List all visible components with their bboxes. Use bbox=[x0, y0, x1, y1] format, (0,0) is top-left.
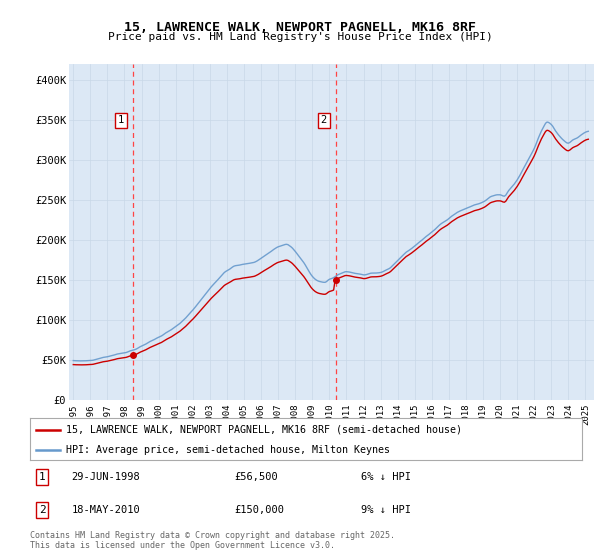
Text: 9% ↓ HPI: 9% ↓ HPI bbox=[361, 505, 411, 515]
Text: HPI: Average price, semi-detached house, Milton Keynes: HPI: Average price, semi-detached house,… bbox=[66, 445, 390, 455]
Text: £56,500: £56,500 bbox=[234, 472, 278, 482]
Text: 15, LAWRENCE WALK, NEWPORT PAGNELL, MK16 8RF (semi-detached house): 15, LAWRENCE WALK, NEWPORT PAGNELL, MK16… bbox=[66, 424, 462, 435]
Text: Price paid vs. HM Land Registry's House Price Index (HPI): Price paid vs. HM Land Registry's House … bbox=[107, 32, 493, 43]
Text: 1: 1 bbox=[39, 472, 46, 482]
Text: 18-MAY-2010: 18-MAY-2010 bbox=[71, 505, 140, 515]
Text: 29-JUN-1998: 29-JUN-1998 bbox=[71, 472, 140, 482]
Text: 2: 2 bbox=[320, 115, 327, 125]
Text: Contains HM Land Registry data © Crown copyright and database right 2025.
This d: Contains HM Land Registry data © Crown c… bbox=[30, 531, 395, 550]
Text: 15, LAWRENCE WALK, NEWPORT PAGNELL, MK16 8RF: 15, LAWRENCE WALK, NEWPORT PAGNELL, MK16… bbox=[124, 21, 476, 34]
Text: 6% ↓ HPI: 6% ↓ HPI bbox=[361, 472, 411, 482]
Text: 2: 2 bbox=[39, 505, 46, 515]
Text: 1: 1 bbox=[118, 115, 124, 125]
Text: £150,000: £150,000 bbox=[234, 505, 284, 515]
